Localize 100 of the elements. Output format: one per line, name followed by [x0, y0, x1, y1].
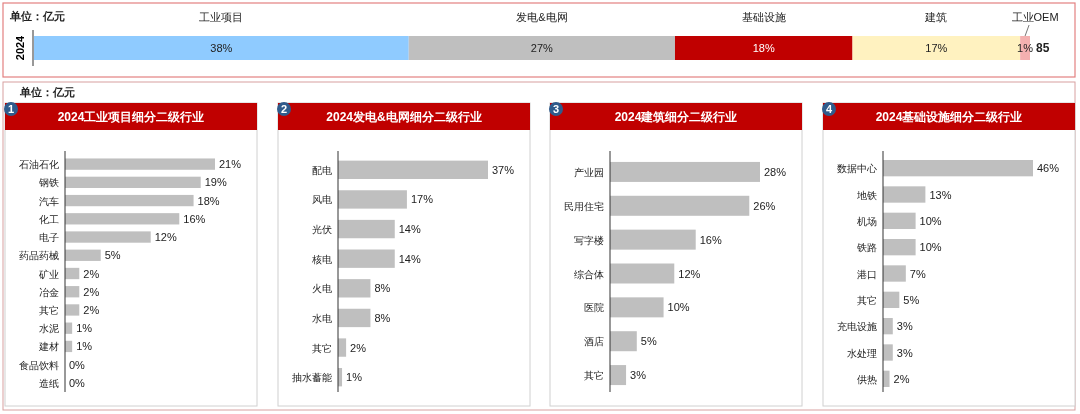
y-tick-label: 酒店 [584, 336, 604, 348]
y-tick-label: 风电 [312, 194, 332, 206]
data-label: 8% [374, 311, 391, 324]
data-label: 8% [374, 282, 391, 295]
data-label: 5% [640, 335, 657, 348]
series-label: 基础设施 [741, 11, 786, 23]
data-label: 14% [398, 223, 421, 236]
bar [408, 36, 675, 60]
annotation: 单位：亿元 [9, 10, 65, 22]
bar [674, 36, 853, 60]
series-label: 工业OEM [1011, 11, 1059, 23]
y-tick-label: 机场 [857, 215, 877, 227]
chart-title: 2024建筑细分二级行业 [614, 110, 738, 124]
data-label: 2% [893, 372, 910, 385]
y-tick-label: 港口 [857, 268, 877, 280]
bar [883, 212, 916, 229]
data-label: 17% [410, 193, 434, 206]
y-tick-label: 化工 [39, 213, 59, 225]
chart-title: 2024基础设施细分二级行业 [875, 110, 1023, 124]
y-tick-label: 建材 [38, 341, 59, 353]
bar [65, 249, 101, 261]
data-label: 10% [919, 214, 942, 227]
y-tick-label: 2024 [14, 34, 26, 61]
bar [65, 176, 201, 188]
data-label: 1% [76, 322, 93, 335]
data-label: 3% [896, 320, 913, 333]
y-tick-label: 其它 [312, 342, 332, 354]
y-tick-label: 石油石化 [19, 159, 59, 171]
y-tick-label: 钢铁 [38, 177, 59, 189]
y-tick-label: 数据中心 [837, 163, 877, 175]
data-label: 17% [925, 42, 948, 54]
data-label: 2% [83, 285, 100, 298]
y-tick-label: 水处理 [847, 347, 877, 359]
bar [65, 194, 194, 207]
data-label: 27% [530, 42, 554, 54]
y-tick-label: 水泥 [39, 323, 59, 335]
data-label: 1% [76, 340, 93, 353]
bar [883, 344, 893, 361]
bar [338, 279, 371, 298]
text: 1 [7, 103, 15, 115]
data-label: 14% [398, 252, 421, 265]
bar [883, 186, 926, 203]
series-label: 建筑 [924, 11, 948, 23]
bar [883, 265, 906, 282]
data-label: 46% [1037, 162, 1060, 175]
data-label: 2% [83, 267, 100, 280]
data-label: 26% [753, 199, 776, 212]
bar [65, 158, 215, 170]
chart-title: 2024发电&电网细分二级行业 [326, 110, 482, 124]
y-tick-label: 铁路 [856, 242, 877, 254]
text: 单位：亿元 [19, 86, 75, 98]
text: 4 [825, 103, 833, 115]
bar [338, 190, 407, 209]
y-tick-label: 光伏 [312, 224, 332, 236]
bar [65, 304, 80, 316]
data-label: 18% [197, 194, 220, 207]
data-label: 7% [909, 267, 926, 280]
bar [338, 249, 395, 268]
data-label: 21% [219, 158, 242, 171]
data-label: 0% [69, 376, 86, 389]
bar [338, 308, 371, 328]
data-label: 12% [154, 231, 177, 244]
y-tick-label: 地铁 [856, 189, 877, 201]
bar [338, 160, 488, 179]
y-tick-label: 电子 [39, 232, 59, 244]
y-tick-label: 其它 [39, 304, 59, 316]
y-tick-label: 药品药械 [19, 250, 59, 262]
y-tick-label: 民用住宅 [564, 200, 604, 212]
bar [610, 229, 696, 250]
text: 85 [1036, 41, 1050, 55]
data-label: 10% [667, 301, 690, 314]
bar [883, 160, 1033, 177]
y-tick-label: 汽车 [39, 195, 59, 207]
bar [610, 365, 627, 386]
data-label: 37% [492, 163, 515, 176]
data-label: 18% [752, 42, 775, 54]
data-label: 12% [678, 267, 701, 280]
bar [610, 161, 760, 182]
y-tick-label: 医院 [584, 302, 604, 314]
bar [883, 370, 890, 387]
data-label: 19% [204, 176, 227, 189]
bar [65, 213, 180, 225]
bar [610, 331, 637, 352]
data-label: 3% [896, 346, 913, 359]
data-label: 10% [919, 241, 942, 254]
bar [883, 291, 900, 308]
y-tick-label: 综合体 [574, 268, 604, 280]
bar [883, 318, 893, 335]
data-label: 28% [764, 165, 787, 178]
y-tick-label: 其它 [857, 294, 877, 306]
text: 3 [552, 103, 560, 115]
y-tick-label: 造纸 [39, 377, 59, 389]
data-label: 13% [929, 188, 952, 201]
bar [338, 219, 395, 239]
series-label: 工业项目 [199, 11, 244, 23]
y-tick-label: 写字楼 [574, 234, 604, 246]
y-tick-label: 充电设施 [837, 321, 877, 333]
y-tick-label: 冶金 [39, 286, 59, 298]
data-label: 2% [83, 303, 100, 316]
series-label: 发电&电网 [516, 11, 568, 23]
